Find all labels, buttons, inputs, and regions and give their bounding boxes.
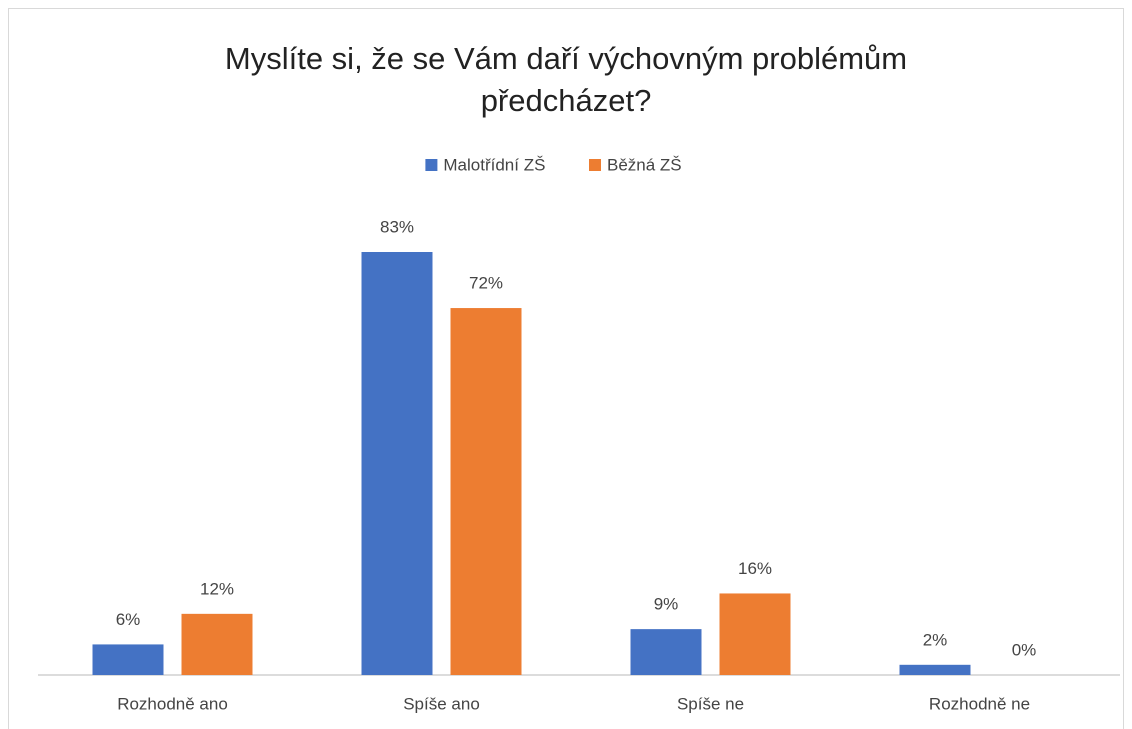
bar — [630, 629, 702, 675]
data-label: 12% — [200, 579, 234, 598]
bar — [92, 644, 164, 675]
x-tick-label: Rozhodně ne — [929, 694, 1030, 713]
legend-swatch — [589, 159, 601, 171]
bar — [719, 593, 791, 675]
chart-frame — [8, 8, 1124, 729]
data-label: 16% — [738, 559, 772, 578]
legend-label: Malotřídní ZŠ — [443, 155, 545, 174]
legend-label: Běžná ZŠ — [607, 155, 682, 174]
chart-title: Myslíte si, že se Vám daří výchovným pro… — [224, 41, 908, 118]
data-label: 2% — [923, 630, 948, 649]
x-tick-label: Spíše ne — [677, 694, 744, 713]
data-label: 6% — [116, 610, 141, 629]
x-tick-label: Rozhodně ano — [117, 694, 228, 713]
bar — [450, 308, 522, 675]
data-label: 9% — [654, 595, 679, 614]
bar — [361, 252, 433, 675]
data-label: 83% — [380, 217, 414, 236]
x-tick-label: Spíše ano — [403, 694, 480, 713]
data-label: 0% — [1012, 640, 1037, 659]
legend-swatch — [425, 159, 438, 171]
bar — [899, 664, 971, 675]
bar — [181, 613, 253, 675]
data-label: 72% — [469, 274, 503, 293]
